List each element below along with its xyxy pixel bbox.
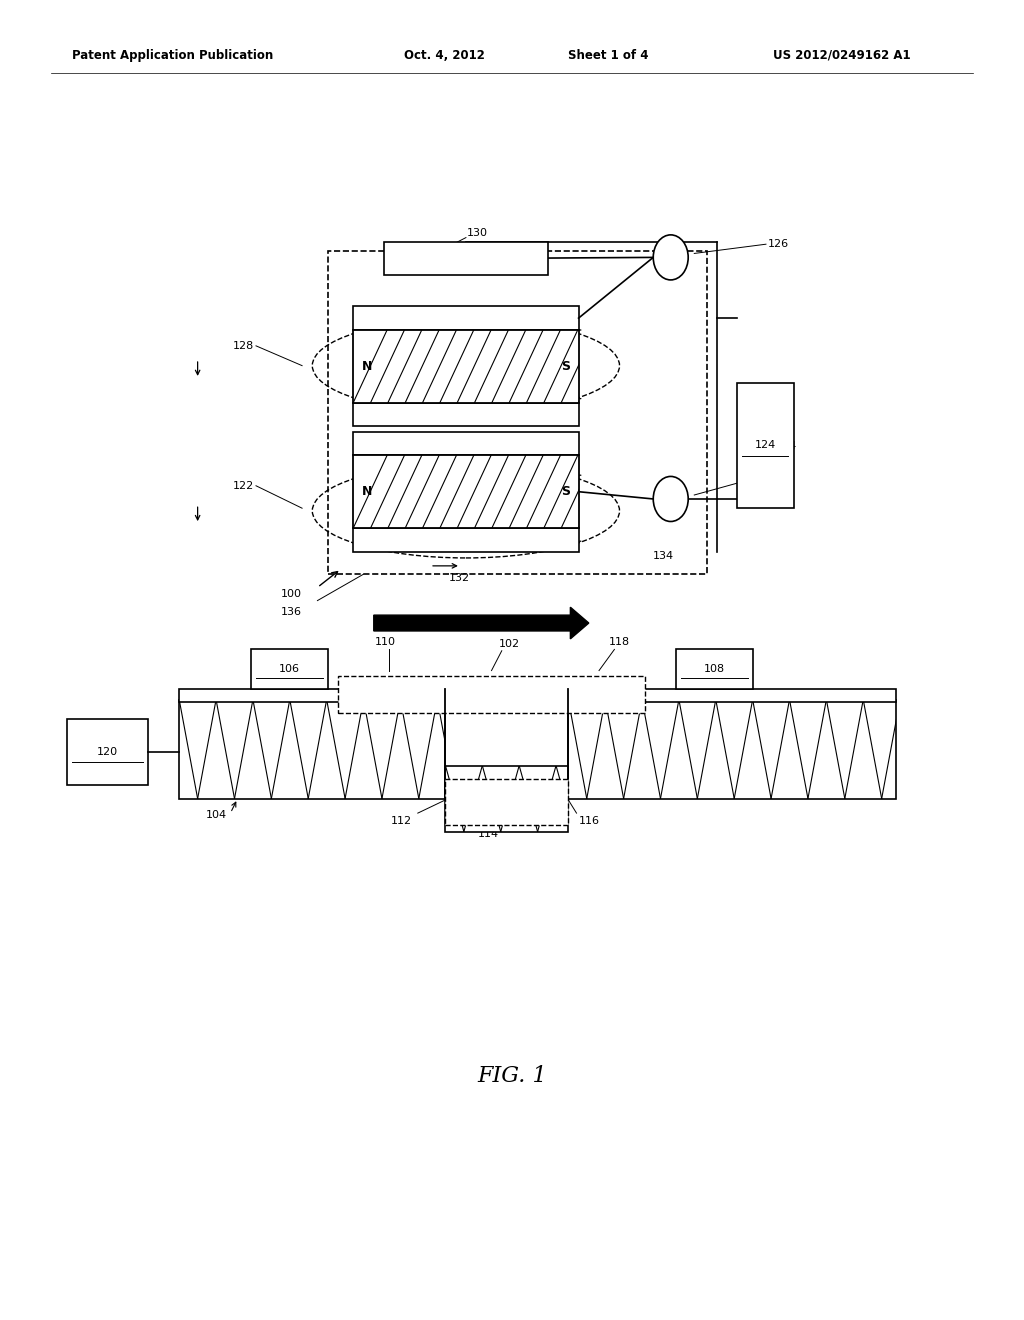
Text: 116: 116 xyxy=(579,816,600,826)
Text: 130: 130 xyxy=(467,227,488,238)
Bar xyxy=(384,242,548,275)
Text: 120: 120 xyxy=(97,747,118,758)
Bar xyxy=(353,432,579,455)
Bar xyxy=(179,700,445,799)
Text: 110: 110 xyxy=(375,636,395,647)
Text: 122: 122 xyxy=(232,480,254,491)
Bar xyxy=(67,719,148,785)
Text: 108: 108 xyxy=(703,664,725,675)
Bar xyxy=(353,306,579,330)
Text: Sheet 1 of 4: Sheet 1 of 4 xyxy=(568,49,649,62)
Bar xyxy=(179,689,896,702)
Text: 134: 134 xyxy=(653,550,675,561)
Bar xyxy=(353,528,579,552)
Text: 124: 124 xyxy=(776,441,798,451)
Bar xyxy=(338,676,645,713)
Bar xyxy=(445,766,568,832)
Text: 138: 138 xyxy=(768,470,790,480)
Bar xyxy=(353,330,579,403)
FancyArrow shape xyxy=(374,607,589,639)
Text: 118: 118 xyxy=(609,636,630,647)
Text: S: S xyxy=(561,360,570,372)
Text: Oct. 4, 2012: Oct. 4, 2012 xyxy=(404,49,485,62)
Text: 124: 124 xyxy=(755,441,776,450)
Text: N: N xyxy=(361,486,372,498)
Bar xyxy=(737,383,794,508)
Bar xyxy=(353,403,579,426)
Text: 102: 102 xyxy=(499,639,519,649)
Text: 104: 104 xyxy=(206,810,227,821)
Bar xyxy=(353,455,579,528)
Text: 136: 136 xyxy=(281,607,302,618)
Bar xyxy=(568,700,896,799)
Text: 114: 114 xyxy=(478,829,499,840)
Text: FIG. 1: FIG. 1 xyxy=(477,1065,547,1086)
Bar xyxy=(328,251,707,574)
Text: 126: 126 xyxy=(768,239,790,249)
Bar xyxy=(251,649,328,689)
Bar xyxy=(445,779,568,825)
Text: 132: 132 xyxy=(450,573,470,583)
Text: 106: 106 xyxy=(279,664,300,675)
Text: US 2012/0249162 A1: US 2012/0249162 A1 xyxy=(773,49,910,62)
Text: N: N xyxy=(361,360,372,372)
Text: S: S xyxy=(561,486,570,498)
Bar xyxy=(676,649,753,689)
Text: 100: 100 xyxy=(281,589,302,599)
Text: Patent Application Publication: Patent Application Publication xyxy=(72,49,273,62)
Text: 112: 112 xyxy=(391,816,412,826)
Text: 128: 128 xyxy=(232,341,254,351)
Circle shape xyxy=(653,477,688,521)
Circle shape xyxy=(653,235,688,280)
